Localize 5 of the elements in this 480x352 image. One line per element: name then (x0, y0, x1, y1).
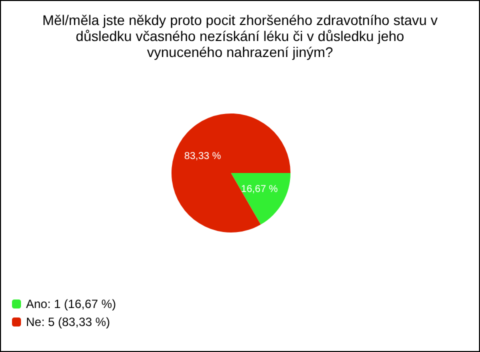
data-label: 16,67 % (241, 184, 278, 195)
data-label: 83,33 % (184, 151, 222, 162)
legend-label: Ano: 1 (16,67 %) (26, 297, 116, 311)
chart-title: Měl/měla jste někdy proto pocit zhoršeného zdravotního stavu v důsledku včasného nezískání léku či v důsledku jeho vynuceného nahrazení jiným? (42, 12, 438, 60)
legend-label: Ne: 5 (83,33 %) (26, 315, 110, 329)
